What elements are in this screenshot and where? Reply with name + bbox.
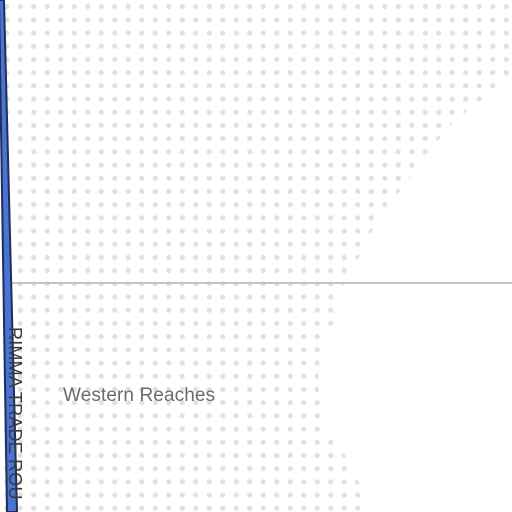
- trade-route-road-outline: [0, 0, 19, 512]
- road-label-rimma-trade-route[interactable]: RIMMA TRADE ROU: [5, 327, 25, 500]
- region-label-western-reaches[interactable]: Western Reaches: [63, 385, 216, 406]
